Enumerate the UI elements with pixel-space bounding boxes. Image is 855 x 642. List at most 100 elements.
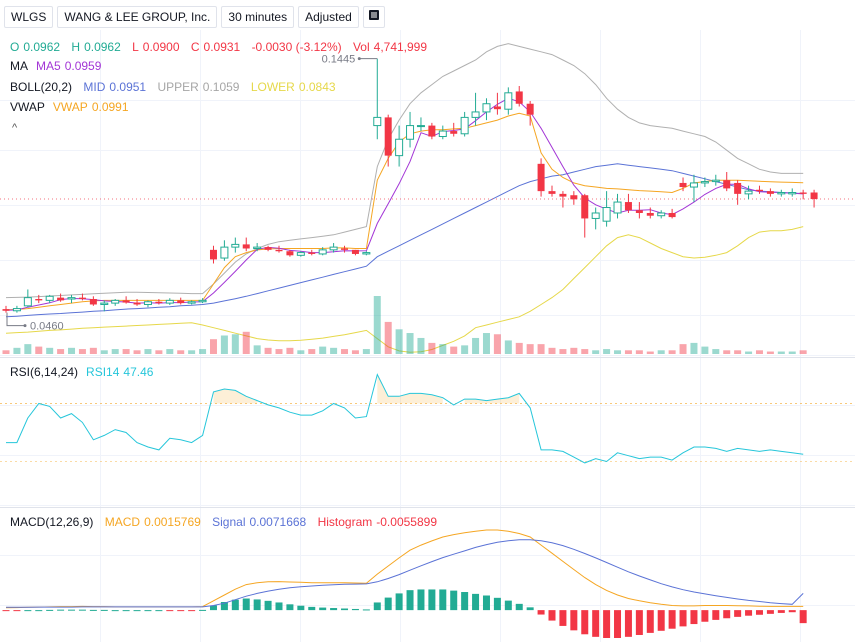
candle-body — [613, 201, 622, 214]
volume-bar — [526, 344, 534, 354]
macd-label: MACD(12,26,9) — [10, 515, 94, 529]
candle-body — [723, 180, 731, 189]
histogram-bar — [308, 606, 316, 611]
candle-body — [286, 251, 294, 256]
histogram-bar — [78, 609, 86, 611]
histogram-bar — [439, 589, 447, 611]
vwap-value: 0.0991 — [91, 100, 129, 114]
candle-body — [646, 212, 654, 216]
signal-value: 0.0071668 — [249, 515, 307, 529]
histogram-bar — [624, 610, 632, 637]
volume-bar — [231, 334, 239, 354]
candle-body — [581, 195, 589, 219]
macd-line — [5, 529, 804, 609]
histogram-bar — [657, 610, 665, 631]
list-icon[interactable] — [362, 6, 385, 28]
histogram-bar — [537, 610, 545, 615]
candle-body — [810, 192, 818, 200]
rsi-legend[interactable]: RSI(6,14,24) RSI14 47.46 — [10, 364, 161, 380]
volume-bar — [450, 346, 458, 354]
candle-body — [788, 192, 797, 195]
company-chip[interactable]: WANG & LEE GROUP, Inc. — [57, 6, 218, 28]
vwap-label: VWAP — [10, 100, 45, 114]
candle-body — [537, 163, 545, 192]
histogram-bar — [89, 609, 97, 611]
candle-body — [12, 308, 21, 312]
vwap-legend[interactable]: VWAP VWAP 0.0991 — [10, 99, 137, 115]
upper-label: UPPER — [157, 80, 199, 94]
collapse-chevron-icon[interactable]: ^ — [12, 122, 18, 134]
histogram-bar — [188, 610, 196, 612]
histogram-bar — [614, 610, 622, 638]
interval-chip[interactable]: 30 minutes — [221, 6, 295, 28]
histogram-bar — [13, 610, 21, 612]
rsi-label: RSI(6,14,24) — [10, 365, 79, 379]
histogram-bar — [548, 610, 556, 621]
candle-body — [744, 190, 753, 195]
ohlc-legend: O 0.0962 H 0.0962 L 0.0900 C 0.0931 -0.0030 … — [10, 39, 435, 55]
candle-body — [548, 191, 556, 194]
histogram-bar — [199, 609, 207, 611]
volume-bar — [100, 350, 108, 354]
volume-bar — [242, 331, 250, 354]
rsi-overbought-fill — [213, 389, 258, 404]
histogram-bar — [526, 607, 534, 611]
rsi-overbought-fill — [377, 374, 443, 404]
histogram-bar — [220, 602, 228, 611]
volume-bar — [734, 350, 742, 354]
histogram-bar — [111, 610, 119, 612]
symbol-chip[interactable]: WLGS — [4, 6, 54, 28]
volume-bar — [712, 349, 720, 354]
ma-legend[interactable]: MA MA5 0.0959 — [10, 58, 109, 74]
candle-body — [450, 131, 458, 134]
high-value: 0.0962 — [84, 40, 121, 54]
histogram-bar — [395, 593, 403, 611]
histogram-bar — [406, 590, 414, 611]
histogram-bar — [362, 609, 370, 611]
macd-pane[interactable] — [2, 529, 807, 638]
histogram-bar — [515, 603, 523, 611]
histogram-bar — [2, 610, 10, 612]
histogram-bar — [777, 610, 785, 613]
upper-value: 0.1059 — [202, 80, 240, 94]
histogram-bar — [384, 597, 392, 611]
histogram-bar — [799, 610, 807, 624]
candle-body — [395, 138, 404, 157]
candle-body — [45, 295, 54, 301]
rsi14-value: 47.46 — [123, 365, 154, 379]
histogram-bar — [504, 600, 512, 611]
volume-bar — [428, 342, 436, 354]
candle-body — [734, 182, 742, 194]
min-price-dot — [23, 324, 27, 328]
boll-legend[interactable]: BOLL(20,2) MID 0.0951 UPPER 0.1059 LOWER 0.… — [10, 79, 344, 95]
price-pane[interactable] — [0, 43, 855, 353]
histogram-bar — [559, 610, 567, 626]
candle-body — [111, 299, 120, 304]
max-price-dot — [357, 57, 361, 61]
volume-bar — [35, 346, 43, 354]
histogram-bar — [701, 610, 709, 622]
candle-body — [155, 301, 163, 304]
volume-bar — [624, 350, 632, 354]
volume-bar — [351, 350, 359, 354]
candle-body — [89, 299, 97, 305]
adjustment-chip[interactable]: Adjusted — [298, 6, 359, 28]
volume-bar — [493, 334, 501, 354]
rsi-overbought-fill — [464, 393, 520, 404]
candle-body — [460, 116, 469, 135]
histogram-bar — [253, 599, 261, 611]
histogram-bar — [275, 602, 283, 611]
macd-legend[interactable]: MACD(12,26,9) MACD 0.0015769 Signal 0.0071… — [10, 514, 445, 530]
rsi-pane[interactable] — [0, 373, 855, 464]
volume-bar — [319, 346, 327, 354]
volume-bar — [603, 349, 611, 354]
open-value: 0.0962 — [23, 40, 61, 54]
candle-body — [100, 302, 109, 305]
macd-value: 0.0015769 — [144, 515, 201, 529]
histogram-bar — [24, 610, 32, 612]
histogram-bar — [472, 593, 480, 611]
volume-bar — [264, 347, 272, 354]
candle-body — [777, 192, 786, 195]
candle-body — [143, 301, 152, 305]
